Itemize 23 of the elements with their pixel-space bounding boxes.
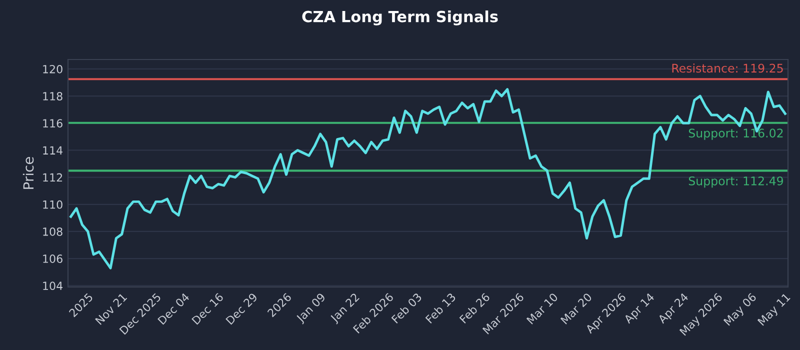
chart-title: CZA Long Term Signals <box>302 10 498 26</box>
y-tick-label: 118 <box>43 92 62 100</box>
y-tick-label: 116 <box>43 119 62 128</box>
x-tick-label: Dec 29 <box>225 292 258 325</box>
y-tick-label: 114 <box>43 146 63 154</box>
x-tick-label: Dec 16 <box>191 292 224 325</box>
y-tick-label: 112 <box>43 173 62 182</box>
y-tick-label: 110 <box>43 200 62 209</box>
y-tick-label: 108 <box>43 227 62 236</box>
y-axis-title: Price <box>22 157 34 189</box>
y-tick-label: 106 <box>43 254 62 263</box>
x-tick-label: Feb 26 <box>459 292 490 324</box>
line-series <box>70 88 786 270</box>
ref-line-label: Support: 112.49 <box>688 176 783 188</box>
ref-line-label: Resistance: 119.25 <box>672 64 783 73</box>
x-tick-label: Jan 22 <box>329 292 362 324</box>
ref-line-label: Support: 116.02 <box>688 128 783 140</box>
x-tick-label: Mar 10 <box>526 292 558 324</box>
y-tick-label: 104 <box>43 282 63 290</box>
x-tick-label: Feb 13 <box>425 292 456 324</box>
x-tick-label: Jan 09 <box>295 292 328 324</box>
y-tick-label: 120 <box>43 64 62 74</box>
x-tick-label: Mar 20 <box>560 292 592 324</box>
